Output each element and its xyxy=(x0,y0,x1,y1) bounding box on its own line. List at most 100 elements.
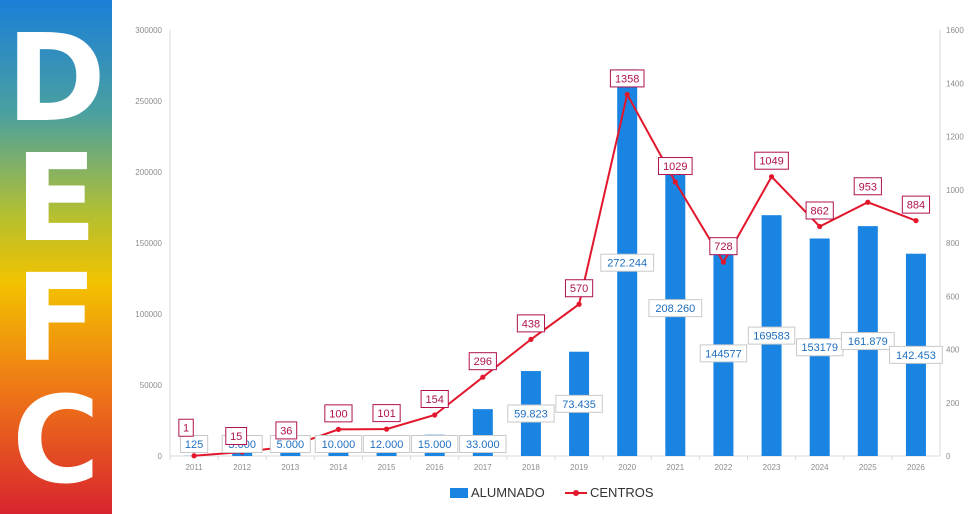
right-axis-tick-label: 200 xyxy=(946,399,960,408)
x-axis-tick-label: 2023 xyxy=(763,463,781,472)
legend-swatch-centros-marker xyxy=(573,490,579,496)
centros-data-label-box xyxy=(275,421,298,440)
centros-point xyxy=(335,426,342,432)
centros-point xyxy=(576,301,582,307)
left-axis-tick-label: 100000 xyxy=(135,310,162,319)
alumnado-data-label-box xyxy=(362,435,411,453)
centros-data-label-box xyxy=(754,151,789,170)
centros-data-labels: 1 15 36 100 101 154 296 438 570 1358 1029 728 1049 86… xyxy=(178,69,931,446)
alumnado-data-label: 144577 xyxy=(705,348,742,360)
alumnado-data-label: 12.000 xyxy=(370,439,404,451)
alumnado-data-label-box xyxy=(314,435,363,453)
right-axis-tick-label: 400 xyxy=(946,346,960,355)
right-axis-tick-label: 1400 xyxy=(946,79,964,88)
centros-data-label-box xyxy=(853,177,882,196)
right-axis: 0 200 400 600 800 1000 1200 1400 1600 xyxy=(939,26,964,461)
alumnado-data-label: 33.000 xyxy=(466,439,500,451)
centros-data-label: 15 xyxy=(230,431,242,443)
logo-letter-e: E xyxy=(15,130,97,269)
legend-label-alumnado: ALUMNADO xyxy=(471,485,545,500)
x-axis-tick-label: 2020 xyxy=(618,463,636,472)
centros-data-label: 884 xyxy=(907,200,925,212)
right-axis-tick-label: 1200 xyxy=(946,133,964,142)
centros-point xyxy=(528,336,534,342)
defc-logo: D E F C xyxy=(0,0,112,514)
centros-data-label-box xyxy=(805,201,834,220)
alumnado-data-label: 10.000 xyxy=(322,439,356,451)
alumnado-data-label-box xyxy=(648,299,703,318)
alumnado-data-label: 5.000 xyxy=(277,439,305,451)
x-axis-tick-label: 2025 xyxy=(859,463,877,472)
legend-swatch-alumnado xyxy=(450,488,468,498)
alumnado-data-label-box xyxy=(555,394,603,413)
left-axis-tick-label: 150000 xyxy=(135,239,162,248)
centros-data-label: 296 xyxy=(474,356,492,368)
centros-point xyxy=(480,374,486,380)
alumnado-data-label-box xyxy=(410,435,459,453)
centros-data-label-box xyxy=(178,418,194,437)
alumnado-data-label: 272.244 xyxy=(607,258,647,270)
centros-point xyxy=(191,453,197,459)
logo-letter-c: C xyxy=(12,372,100,511)
centros-line xyxy=(191,91,919,459)
centros-point xyxy=(720,259,727,265)
left-axis-tick-label: 300000 xyxy=(135,26,162,35)
centros-point xyxy=(865,199,871,205)
centros-data-label: 1 xyxy=(183,423,189,435)
x-axis-tick-label: 2015 xyxy=(378,463,396,472)
centros-data-label-box xyxy=(564,279,594,298)
alumnado-data-label-box xyxy=(179,435,209,453)
centros-point xyxy=(817,223,823,230)
x-axis-tick-label: 2016 xyxy=(426,463,444,472)
alumnado-data-label-box xyxy=(459,435,507,453)
centros-data-label: 570 xyxy=(570,283,588,295)
alumnado-data-label: 59.823 xyxy=(514,409,548,421)
x-axis-tick-label: 2021 xyxy=(666,463,684,472)
alumnado-data-label: 125 xyxy=(185,439,203,451)
logo-letter-f: F xyxy=(15,250,97,389)
centros-data-label: 1049 xyxy=(759,156,783,168)
right-axis-tick-label: 1000 xyxy=(946,186,964,195)
x-axis-tick-label: 2011 xyxy=(185,463,203,472)
centros-point xyxy=(913,218,919,224)
centros-data-label: 728 xyxy=(714,241,732,253)
x-axis: 2011 2012 2013 2014 2015 2016 2017 2018 2019 2020… xyxy=(169,455,940,472)
alumnado-data-label: 142.453 xyxy=(896,350,936,362)
left-axis-tick-label: 200000 xyxy=(135,168,162,177)
x-axis-tick-label: 2014 xyxy=(330,463,348,472)
centros-data-label-box xyxy=(709,237,738,256)
alumnado-data-label: 208.260 xyxy=(655,303,695,315)
x-axis-tick-label: 2017 xyxy=(474,463,492,472)
alumnado-data-label: 73.435 xyxy=(562,399,596,411)
centros-data-label: 862 xyxy=(811,205,829,217)
alumnado-data-label: 161.879 xyxy=(848,336,888,348)
centros-data-label-box xyxy=(901,195,931,214)
centros-data-label: 953 xyxy=(859,181,877,193)
centros-data-label-box xyxy=(658,157,693,176)
alumnado-data-label-box xyxy=(840,332,895,351)
centros-data-label: 1358 xyxy=(615,73,639,85)
left-axis: 0 50000 100000 150000 200000 250000 300000 xyxy=(135,26,171,461)
right-axis-tick-label: 600 xyxy=(946,292,960,301)
alumnado-data-label-box xyxy=(747,326,796,345)
alumnado-data-label: 153179 xyxy=(801,342,838,354)
centros-line-path xyxy=(193,91,917,457)
centros-point xyxy=(432,412,438,418)
centros-data-label: 100 xyxy=(329,408,347,420)
legend-label-centros: CENTROS xyxy=(590,485,654,500)
centros-data-label: 101 xyxy=(377,408,395,420)
centros-data-label: 1029 xyxy=(663,161,687,173)
centros-data-label-box xyxy=(516,314,546,333)
centros-data-label-box xyxy=(468,352,497,371)
x-axis-tick-label: 2026 xyxy=(907,463,925,472)
right-axis-tick-label: 800 xyxy=(946,239,960,248)
centros-point xyxy=(672,179,678,185)
left-axis-tick-label: 50000 xyxy=(140,381,163,390)
right-axis-tick-label: 1600 xyxy=(946,26,964,35)
legend: ALUMNADO CENTROS xyxy=(450,485,654,500)
centros-data-label-box xyxy=(609,69,645,88)
centros-data-label-box xyxy=(324,404,353,423)
centros-data-label: 154 xyxy=(426,394,444,406)
centros-data-label: 36 xyxy=(280,425,292,437)
